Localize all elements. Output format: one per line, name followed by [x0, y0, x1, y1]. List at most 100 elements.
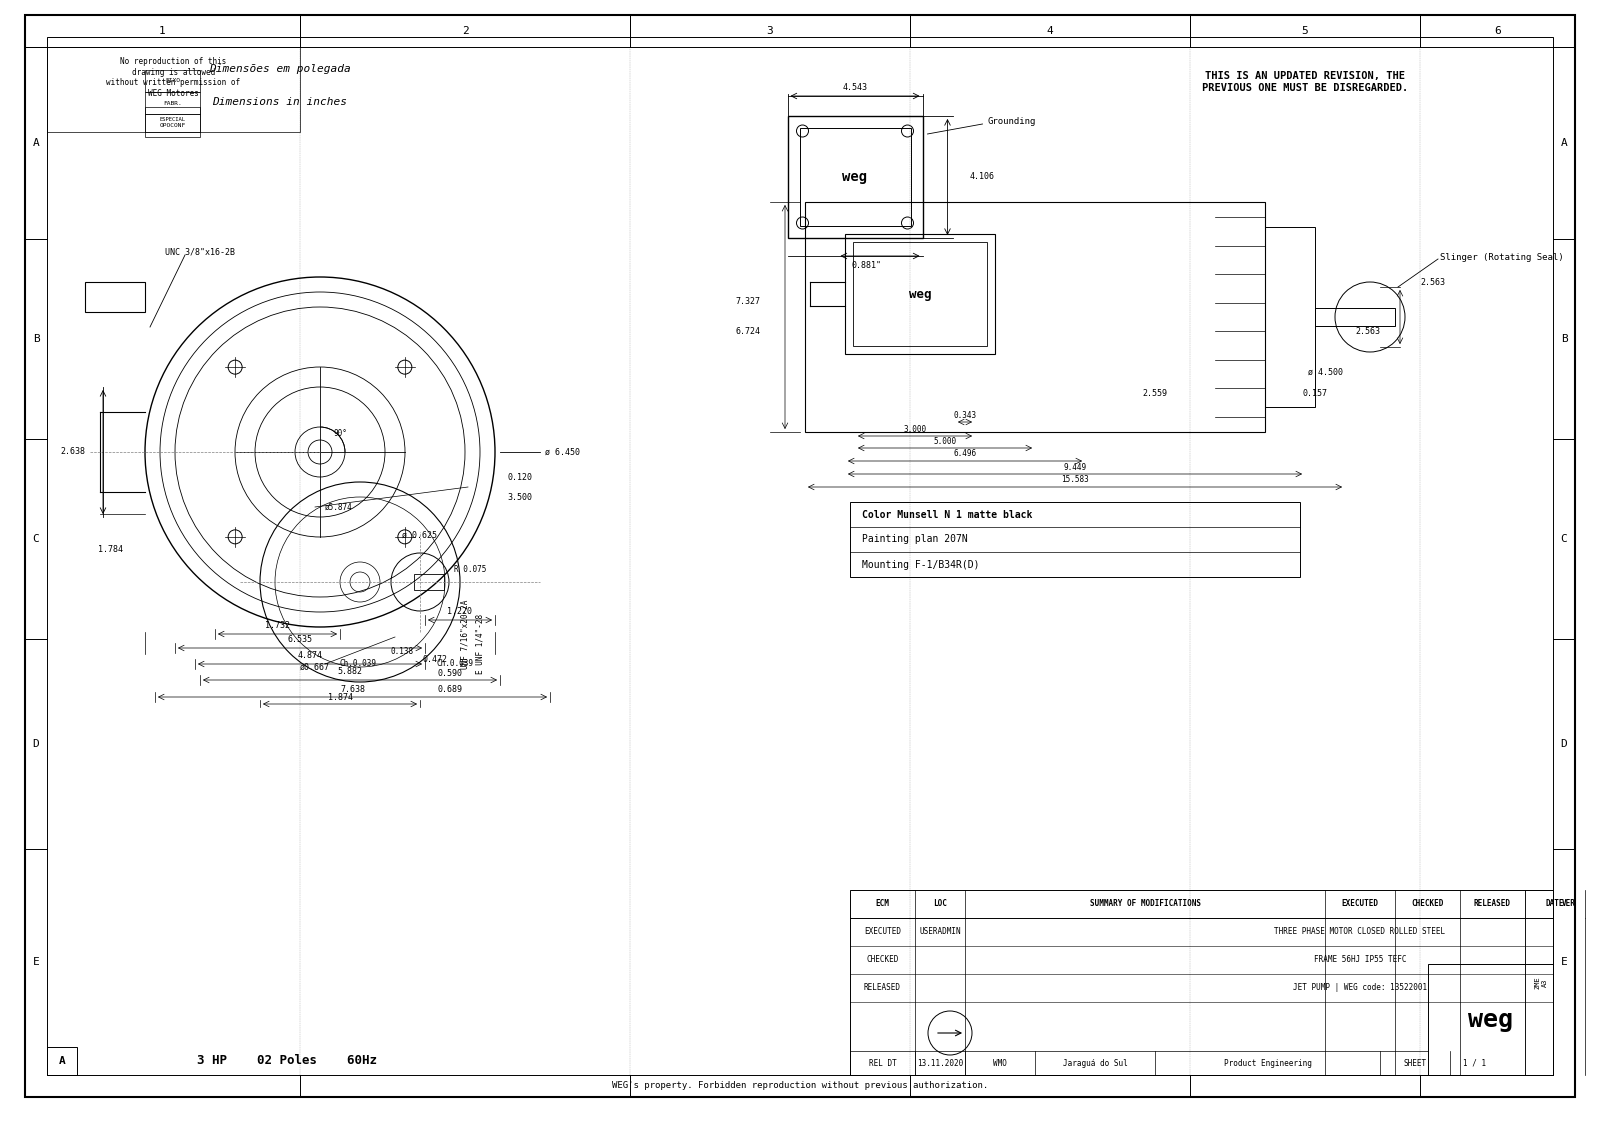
Text: Product Engineering: Product Engineering [1224, 1058, 1312, 1067]
Text: Ch.0.039: Ch.0.039 [339, 660, 376, 669]
Text: ECM: ECM [875, 900, 890, 909]
Text: 0.157: 0.157 [1302, 389, 1328, 398]
Text: 2.638: 2.638 [61, 447, 85, 456]
Text: RELEASED: RELEASED [864, 984, 901, 993]
Text: REL DT: REL DT [869, 1058, 896, 1067]
Text: 7.327: 7.327 [734, 298, 760, 307]
Text: EXECUTED: EXECUTED [1341, 900, 1379, 909]
Text: 1.874: 1.874 [328, 693, 352, 702]
Text: ø 6.450: ø 6.450 [546, 447, 579, 456]
Text: WMO: WMO [994, 1058, 1006, 1067]
Text: A: A [1560, 138, 1568, 148]
Bar [800, 128, 910, 226]
Bar [1429, 964, 1554, 1075]
Bar [1525, 890, 1554, 1075]
Text: LOC: LOC [933, 900, 947, 909]
Text: 3.500: 3.500 [507, 492, 531, 501]
Text: Mounting F-1/B34R(D): Mounting F-1/B34R(D) [862, 559, 979, 569]
Text: Jaraguá do Sul: Jaraguá do Sul [1062, 1058, 1128, 1067]
Text: VER: VER [1562, 900, 1576, 909]
Text: 5.000: 5.000 [933, 437, 957, 446]
Text: ø 4.500: ø 4.500 [1307, 368, 1342, 377]
Text: 0.881": 0.881" [851, 261, 882, 271]
Text: 2.559: 2.559 [1142, 389, 1168, 398]
Bar [146, 92, 200, 114]
Text: 4.106: 4.106 [970, 172, 995, 181]
Text: 6.724: 6.724 [734, 327, 760, 336]
Text: WEG's property. Forbidden reproduction without previous authorization.: WEG's property. Forbidden reproduction w… [611, 1081, 989, 1089]
Text: R 0.075: R 0.075 [454, 566, 486, 575]
Text: B: B [32, 334, 40, 344]
Text: 4.543: 4.543 [843, 84, 867, 93]
Text: 6.496: 6.496 [954, 449, 976, 458]
Text: E: E [32, 957, 40, 967]
Text: UNF 7/16"x20-2A: UNF 7/16"x20-2A [461, 599, 469, 669]
Text: JET PUMP | WEG code: 13522001: JET PUMP | WEG code: 13522001 [1293, 984, 1427, 993]
Bar [414, 574, 445, 590]
Bar [85, 282, 146, 312]
Text: DATE: DATE [1546, 900, 1565, 909]
Text: C: C [1560, 534, 1568, 544]
Text: 0.472: 0.472 [422, 655, 448, 664]
Text: 5.882: 5.882 [338, 668, 363, 677]
Text: OPOCONF: OPOCONF [160, 123, 186, 128]
Bar [853, 242, 987, 346]
Text: ZME
A3: ZME A3 [1534, 976, 1547, 989]
Text: 7.638: 7.638 [341, 685, 365, 694]
Text: weg: weg [1469, 1007, 1514, 1031]
Text: B: B [1560, 334, 1568, 344]
Text: Dimensões em polegada: Dimensões em polegada [210, 65, 350, 74]
Text: weg: weg [909, 288, 931, 300]
Text: 0.120: 0.120 [507, 472, 531, 481]
Text: weg: weg [843, 170, 867, 185]
Text: E: E [1560, 957, 1568, 967]
Text: 2: 2 [462, 26, 469, 36]
Text: D: D [32, 739, 40, 749]
Bar [1266, 228, 1315, 408]
Text: FRAME 56HJ IP55 TEFC: FRAME 56HJ IP55 TEFC [1314, 955, 1406, 964]
Text: 15.583: 15.583 [1061, 475, 1090, 484]
Text: Slinger (Rotating Seal): Slinger (Rotating Seal) [1440, 252, 1563, 261]
Text: C: C [32, 534, 40, 544]
Text: 1.784: 1.784 [98, 544, 123, 554]
Bar [787, 115, 923, 238]
Text: 0.689: 0.689 [437, 685, 462, 694]
Text: 5: 5 [1302, 26, 1309, 36]
Text: FABR.: FABR. [163, 101, 182, 105]
Text: 3: 3 [766, 26, 773, 36]
Text: 1 / 1: 1 / 1 [1464, 1058, 1486, 1067]
Text: RELEASED: RELEASED [1474, 900, 1510, 909]
Text: 6: 6 [1494, 26, 1501, 36]
Text: 2.563: 2.563 [1421, 278, 1445, 288]
Text: 4.874: 4.874 [298, 652, 323, 660]
Text: 9.449: 9.449 [1064, 463, 1086, 472]
Text: A: A [59, 1056, 66, 1066]
Text: 6.535: 6.535 [288, 635, 312, 644]
Text: 90°: 90° [333, 429, 347, 438]
Text: SHEET: SHEET [1403, 1058, 1427, 1067]
Text: 1: 1 [158, 26, 166, 36]
Text: No reproduction of this
drawing is allowed
without written permission of
WEG Mot: No reproduction of this drawing is allow… [107, 58, 240, 97]
Text: Ch.0.039: Ch.0.039 [437, 660, 474, 669]
Text: 4: 4 [1046, 26, 1053, 36]
Text: Painting plan 207N: Painting plan 207N [862, 534, 968, 544]
Text: EIXO: EIXO [165, 78, 179, 84]
Text: ø 0.625: ø 0.625 [403, 531, 437, 540]
Text: 2.563: 2.563 [1355, 327, 1379, 336]
Text: ø5.874: ø5.874 [325, 503, 352, 512]
Text: Color Munsell N 1 matte black: Color Munsell N 1 matte black [862, 509, 1032, 520]
Bar [146, 114, 200, 137]
Text: 0.138: 0.138 [390, 648, 413, 657]
Text: SUMMARY OF MODIFICATIONS: SUMMARY OF MODIFICATIONS [1090, 900, 1200, 909]
Text: THIS IS AN UPDATED REVISION, THE
PREVIOUS ONE MUST BE DISREGARDED.: THIS IS AN UPDATED REVISION, THE PREVIOU… [1202, 71, 1408, 93]
Text: 13.11.2020: 13.11.2020 [917, 1058, 963, 1067]
Text: Grounding: Grounding [987, 117, 1035, 126]
Text: CHECKED: CHECKED [866, 955, 899, 964]
Bar [1315, 308, 1395, 326]
Bar [46, 48, 301, 132]
Text: D: D [1560, 739, 1568, 749]
Text: 1.732: 1.732 [266, 621, 290, 631]
Text: USERADMIN: USERADMIN [918, 927, 962, 936]
Bar [46, 1047, 77, 1075]
Text: A: A [32, 138, 40, 148]
